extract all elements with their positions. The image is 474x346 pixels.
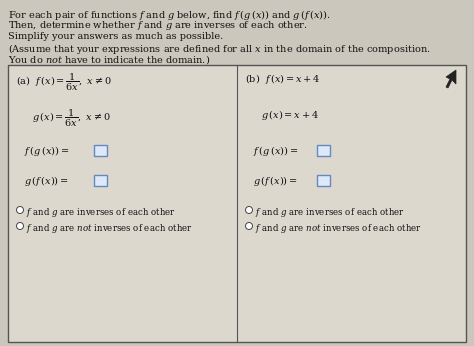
Circle shape — [246, 222, 253, 229]
Text: (Assume that your expressions are defined for all $x$ in the domain of the compo: (Assume that your expressions are define… — [8, 42, 430, 56]
Text: $g\,(f\,(x)) =$: $g\,(f\,(x)) =$ — [253, 174, 298, 188]
Text: $f$ and $g$ are inverses of each other: $f$ and $g$ are inverses of each other — [26, 206, 176, 219]
Text: $f$ and $g$ are $\it{not}$ inverses of each other: $f$ and $g$ are $\it{not}$ inverses of e… — [26, 222, 193, 235]
Bar — [94, 175, 107, 186]
Text: Then, determine whether $f$ and $g$ are inverses of each other.: Then, determine whether $f$ and $g$ are … — [8, 19, 308, 32]
Text: (b)  $f\,(x) = x + 4$: (b) $f\,(x) = x + 4$ — [245, 72, 320, 86]
Bar — [8, 65, 466, 342]
Text: You do $\it{not}$ have to indicate the domain.): You do $\it{not}$ have to indicate the d… — [8, 53, 210, 66]
Bar — [317, 145, 330, 156]
Text: $g\,(f\,(x)) =$: $g\,(f\,(x)) =$ — [24, 174, 69, 188]
Text: $f$ and $g$ are inverses of each other: $f$ and $g$ are inverses of each other — [255, 206, 405, 219]
Bar — [94, 145, 107, 156]
Text: Simplify your answers as much as possible.: Simplify your answers as much as possibl… — [8, 32, 223, 41]
Text: $g\,(x) = x + 4$: $g\,(x) = x + 4$ — [261, 108, 319, 122]
Text: $g\,(x) = \dfrac{1}{6x},\ x \neq 0$: $g\,(x) = \dfrac{1}{6x},\ x \neq 0$ — [32, 108, 110, 129]
Text: $f\,(g\,(x)) =$: $f\,(g\,(x)) =$ — [253, 144, 298, 158]
Text: $f\,(g\,(x)) =$: $f\,(g\,(x)) =$ — [24, 144, 69, 158]
Text: (a)  $f\,(x) = \dfrac{1}{6x},\ x \neq 0$: (a) $f\,(x) = \dfrac{1}{6x},\ x \neq 0$ — [16, 72, 111, 93]
Text: For each pair of functions $f$ and $g$ below, find $f\,(g\,(x))$ and $g\,(f\,(x): For each pair of functions $f$ and $g$ b… — [8, 8, 331, 22]
Polygon shape — [446, 70, 456, 88]
Text: $f$ and $g$ are $\it{not}$ inverses of each other: $f$ and $g$ are $\it{not}$ inverses of e… — [255, 222, 422, 235]
Circle shape — [246, 207, 253, 213]
Bar — [317, 175, 330, 186]
Circle shape — [17, 207, 24, 213]
Circle shape — [17, 222, 24, 229]
